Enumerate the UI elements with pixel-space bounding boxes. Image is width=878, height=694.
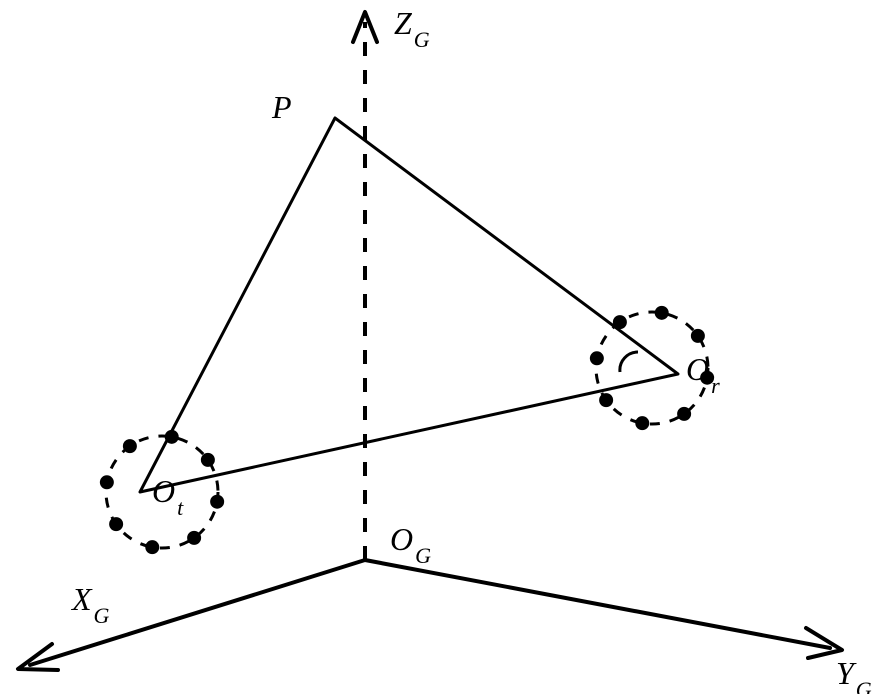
label-point-p: P (271, 89, 292, 125)
right-dot-icon (691, 329, 705, 343)
label-z-axis: ZG (394, 5, 430, 52)
label-point-ot: Ot (152, 473, 184, 520)
triangle-p-ot-or (140, 118, 678, 492)
right-dot-icon (613, 315, 627, 329)
left-dot-icon (109, 517, 123, 531)
y-axis-line (365, 560, 830, 648)
angle-mark-icon (620, 352, 638, 372)
right-dot-icon (635, 416, 649, 430)
label-y-axis: YG (836, 655, 872, 694)
label-x-axis: XG (70, 581, 110, 628)
left-dot-icon (201, 453, 215, 467)
left-dot-icon (100, 475, 114, 489)
left-dot-icon (123, 439, 137, 453)
labels-group: ZGXGYGOGPOtOr (70, 5, 872, 694)
label-origin: OG (390, 521, 431, 568)
triangle-group (140, 118, 678, 492)
right-dot-icon (599, 393, 613, 407)
left-dot-icon (210, 495, 224, 509)
coordinate-diagram: ZGXGYGOGPOtOr (0, 0, 878, 694)
axes-group (18, 12, 842, 670)
left-dot-icon (187, 531, 201, 545)
marks-group (620, 352, 638, 372)
left-dot-icon (145, 540, 159, 554)
left-dot-icon (165, 430, 179, 444)
right-dot-icon (655, 306, 669, 320)
dashed-circles-group (100, 306, 714, 554)
right-dot-icon (677, 407, 691, 421)
right-dot-icon (590, 351, 604, 365)
